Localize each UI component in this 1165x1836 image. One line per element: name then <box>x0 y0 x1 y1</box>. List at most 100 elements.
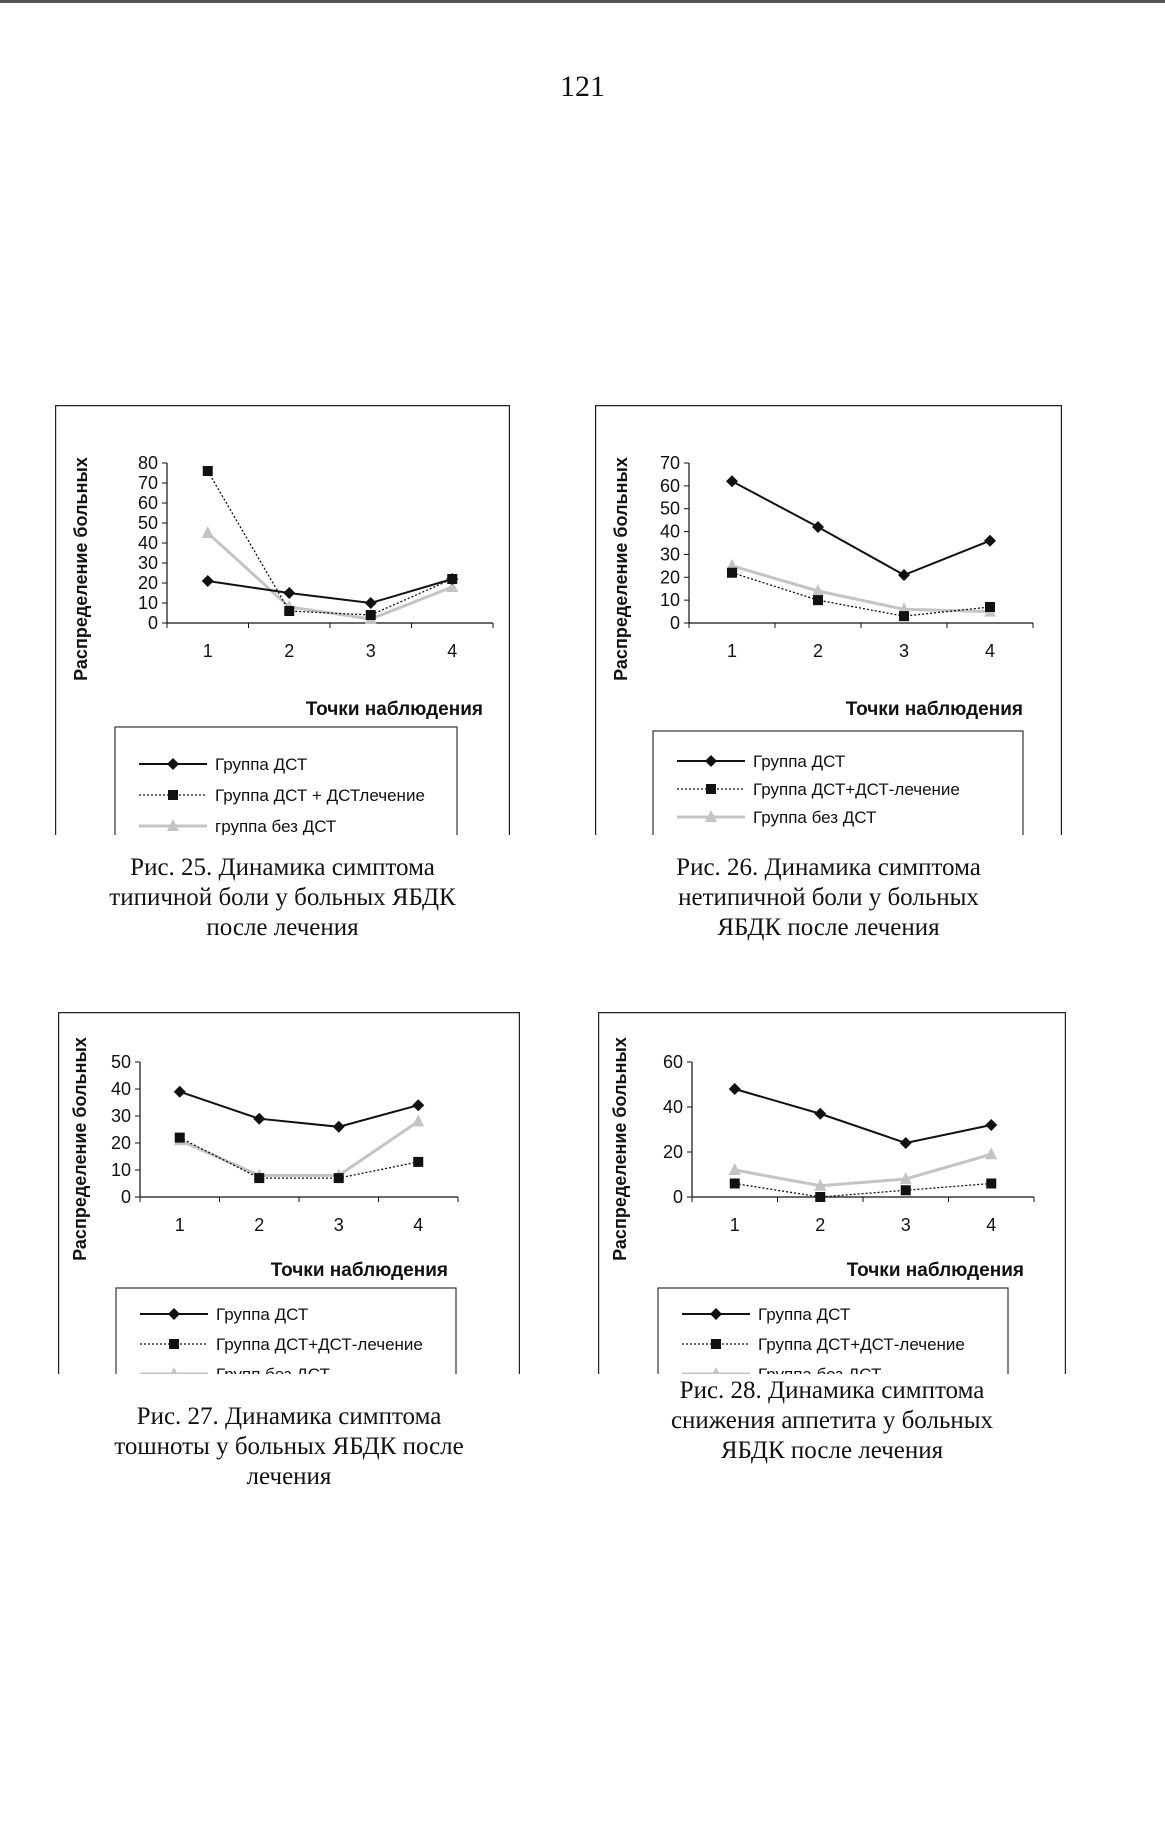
legend-marker <box>705 755 717 767</box>
chart-fig26: 0 10 20 30 40 50 60 70 1 2 3 4 Точки наблюдения Распр… <box>595 405 1062 835</box>
data-point <box>412 1099 425 1112</box>
y-tick-label: 40 <box>138 533 158 553</box>
data-point <box>412 1114 425 1127</box>
legend-item: Группа ДСТ+ДСТ-лечение <box>677 780 960 799</box>
legend-marker <box>167 758 179 770</box>
data-point <box>900 1185 911 1196</box>
legend-label: Группа без ДСТ <box>758 1365 881 1374</box>
data-point <box>814 1107 827 1120</box>
caption-line: типичной боли у больных ЯБДК <box>109 884 456 911</box>
caption-fig28: Рис. 28. Динамика симптома снижения аппе… <box>598 1376 1066 1466</box>
series-3 <box>728 1147 998 1191</box>
x-tick-label: 3 <box>899 641 909 661</box>
y-tick-label: 20 <box>138 573 158 593</box>
x-tick-label: 1 <box>175 1215 185 1235</box>
x-tick-label: 1 <box>730 1215 740 1235</box>
chart-svg: 0 20 40 60 1 2 3 4 Точки наблюдения Распределение… <box>598 1012 1066 1374</box>
x-tick-label: 1 <box>203 641 213 661</box>
legend-label: Групп без ДСТ <box>216 1365 330 1374</box>
legend-box <box>657 1287 1009 1374</box>
y-tick-label: 50 <box>660 499 680 519</box>
x-tick-label: 3 <box>334 1215 344 1235</box>
series-1 <box>201 573 459 609</box>
series-1 <box>173 1085 425 1133</box>
caption-fig27: Рис. 27. Динамика симптома тошноты у бол… <box>58 1402 520 1492</box>
series-line <box>206 531 453 621</box>
x-tick-label: 4 <box>986 1215 996 1235</box>
legend-marker <box>705 810 717 822</box>
y-tick-label: 60 <box>663 1052 683 1072</box>
x-tick-label: 3 <box>901 1215 911 1235</box>
y-tick-label: 60 <box>138 493 158 513</box>
legend: Группа ДСТ Группа ДСТ + ДСТлечение группа … <box>114 726 458 835</box>
legend-item: Группа ДСТ <box>677 752 845 771</box>
caption-line: ЯБДК после лечения <box>720 1437 944 1464</box>
caption-line: снижения аппетита у больных <box>670 1407 994 1434</box>
legend-marker <box>168 1308 180 1320</box>
data-point <box>812 521 824 533</box>
series-2 <box>727 567 995 622</box>
data-point <box>899 611 909 622</box>
y-tick-label: 0 <box>148 613 158 633</box>
series-line <box>179 1090 419 1128</box>
series-1 <box>728 1083 998 1149</box>
caption-line: Рис. 26. Динамика симптома <box>676 854 981 881</box>
y-axis-title: Распределение больных <box>70 1037 90 1261</box>
y-tick-label: 30 <box>111 1106 131 1126</box>
legend-label: группа без ДСТ <box>215 817 336 835</box>
caption-line: тошноты у больных ЯБДК после <box>114 1433 464 1460</box>
y-tick-label: 0 <box>670 613 680 633</box>
data-point <box>899 1172 912 1184</box>
data-point <box>813 595 823 606</box>
y-tick-label: 70 <box>660 453 680 473</box>
legend-marker <box>170 1367 178 1374</box>
legend-marker <box>710 1308 722 1320</box>
series-line <box>179 1137 419 1179</box>
caption-line: ЯБДК после лечения <box>717 914 940 941</box>
y-tick-label: 50 <box>138 513 158 533</box>
data-point <box>201 575 214 587</box>
y-tick-label: 10 <box>111 1160 131 1180</box>
series-3 <box>201 526 459 624</box>
data-point <box>729 1178 740 1189</box>
legend-marker <box>712 1367 720 1374</box>
series-3 <box>173 1114 425 1181</box>
data-point <box>201 526 214 538</box>
data-point <box>413 1156 424 1167</box>
legend-item: Групп без ДСТ <box>140 1365 330 1374</box>
data-point <box>364 597 377 609</box>
legend-item: Группа ДСТ+ДСТ-лечение <box>140 1335 423 1354</box>
legend: Группа ДСТ Группа ДСТ+ДСТ-лечение Групп бе… <box>115 1287 457 1374</box>
y-axis-title: Распределение больных <box>610 1037 630 1261</box>
data-point <box>446 573 459 585</box>
legend-box <box>114 726 458 835</box>
data-point <box>984 534 996 547</box>
legend-item: группа без ДСТ <box>139 817 336 835</box>
data-point <box>253 1112 266 1125</box>
series-line <box>731 564 991 614</box>
y-tick-label: 20 <box>660 567 680 587</box>
series-2 <box>174 1132 424 1184</box>
legend-item: Группа ДСТ <box>682 1305 850 1324</box>
legend-label: Группа ДСТ+ДСТ-лечение <box>758 1335 965 1354</box>
caption-line: после лечения <box>206 914 359 941</box>
y-tick-label: 10 <box>138 593 158 613</box>
caption-line: Рис. 27. Динамика симптома <box>136 1403 442 1430</box>
series-1 <box>726 475 996 581</box>
legend-item: Группа без ДСТ <box>682 1365 881 1374</box>
series-line <box>734 1088 992 1145</box>
x-tick-label: 2 <box>815 1215 825 1235</box>
x-axis-title: Точки наблюдения <box>847 1260 1024 1281</box>
data-point <box>986 1178 997 1189</box>
data-point <box>332 1120 345 1133</box>
y-tick-label: 30 <box>138 553 158 573</box>
chart-frame <box>595 405 1062 835</box>
data-point <box>365 610 376 620</box>
caption-line: лечения <box>246 1463 332 1490</box>
legend-item: Группа ДСТ <box>140 1305 308 1324</box>
top-rule <box>0 0 1165 3</box>
data-point <box>815 1192 826 1202</box>
x-tick-label: 3 <box>366 641 376 661</box>
legend-marker <box>168 790 178 800</box>
